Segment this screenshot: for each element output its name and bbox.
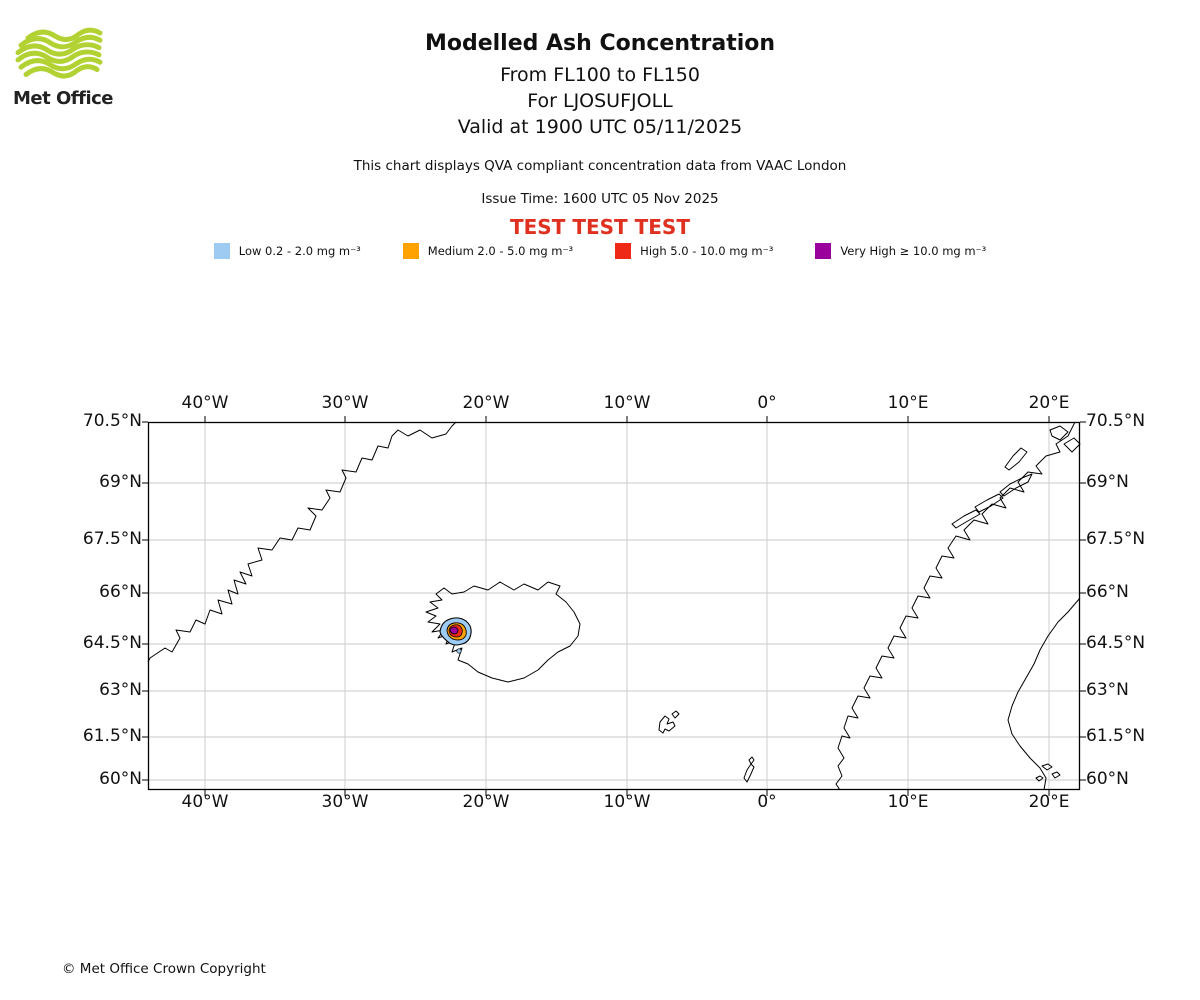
logo-wave: [25, 27, 103, 42]
ash-cloud: [439, 617, 472, 654]
y-tick-label-right: 69°N: [1086, 472, 1129, 492]
lofoten-islands: [951, 447, 1033, 529]
greenland-coastline: [147, 421, 457, 663]
subtitle-flight-levels: From FL100 to FL150: [500, 64, 700, 86]
legend-label-low: Low 0.2 - 2.0 mg m⁻³: [238, 244, 361, 258]
bottom-right-islands: [1035, 763, 1061, 782]
x-tick-label-bottom: 40°W: [181, 792, 229, 812]
legend-item-high: High 5.0 - 10.0 mg m⁻³: [615, 243, 773, 259]
y-tick-label-left: 61.5°N: [82, 726, 142, 746]
logo-wave: [18, 34, 103, 50]
logo-wave: [23, 64, 100, 79]
x-tick-label-top: 10°W: [603, 393, 651, 413]
shetland-islands: [743, 756, 755, 783]
x-tick-label-top: 20°W: [462, 393, 510, 413]
copyright-notice: © Met Office Crown Copyright: [62, 961, 266, 977]
legend-label-medium: Medium 2.0 - 5.0 mg m⁻³: [427, 244, 574, 258]
x-tick-label-top: 0°: [757, 393, 777, 413]
y-tick-label-right: 70.5°N: [1086, 411, 1146, 431]
legend-item-medium: Medium 2.0 - 5.0 mg m⁻³: [402, 243, 574, 259]
subtitle-valid-time: Valid at 1900 UTC 05/11/2025: [457, 116, 743, 138]
ash-speck-low: [456, 648, 462, 654]
map: [142, 416, 1086, 796]
logo-wave: [18, 56, 103, 72]
legend-item-low: Low 0.2 - 2.0 mg m⁻³: [213, 243, 361, 259]
y-tick-label-left: 69°N: [99, 472, 142, 492]
logo-text: Met Office: [13, 88, 114, 109]
logo-wave: [15, 49, 102, 64]
y-tick-label-left: 67.5°N: [82, 529, 142, 549]
logo-wave: [15, 42, 102, 57]
faroe-islands: [658, 710, 680, 734]
x-tick-label-top: 30°W: [321, 393, 369, 413]
met-office-logo-icon: [15, 27, 103, 79]
x-tick-label-top: 10°E: [887, 393, 929, 413]
legend-label-very-high: Very High ≥ 10.0 mg m⁻³: [840, 244, 987, 258]
x-tick-label-bottom: 20°E: [1028, 792, 1070, 812]
top-right-islands: [1049, 425, 1081, 453]
y-tick-label-right: 66°N: [1086, 582, 1129, 602]
x-tick-label-bottom: 0°: [757, 792, 777, 812]
subtitle-volcano: For LJOSUFJOLL: [527, 90, 673, 112]
y-tick-label-right: 61.5°N: [1086, 726, 1146, 746]
y-tick-label-right: 60°N: [1086, 769, 1129, 789]
map-frame: [147, 421, 1081, 791]
x-tick-label-bottom: 10°E: [887, 792, 929, 812]
x-tick-label-top: 20°E: [1028, 393, 1070, 413]
ash-contour-very-high: [449, 626, 459, 635]
legend: Low 0.2 - 2.0 mg m⁻³ Medium 2.0 - 5.0 mg…: [0, 243, 1200, 259]
page-title: Modelled Ash Concentration: [424, 31, 776, 56]
y-tick-label-right: 64.5°N: [1086, 633, 1146, 653]
y-tick-label-left: 63°N: [99, 680, 142, 700]
legend-label-high: High 5.0 - 10.0 mg m⁻³: [640, 244, 774, 258]
gridlines: [148, 422, 1080, 790]
axis-ticks: [142, 416, 1086, 796]
test-banner: TEST TEST TEST: [510, 215, 690, 239]
x-tick-label-bottom: 30°W: [321, 792, 369, 812]
y-tick-label-right: 63°N: [1086, 680, 1129, 700]
x-tick-label-bottom: 10°W: [603, 792, 651, 812]
x-tick-label-bottom: 20°W: [462, 792, 510, 812]
legend-swatch-low: [213, 243, 230, 259]
norway-coastline: [835, 421, 1076, 791]
bothnia-coastline: [1007, 597, 1081, 791]
legend-swatch-medium: [402, 243, 419, 259]
y-tick-label-left: 66°N: [99, 582, 142, 602]
y-tick-label-right: 67.5°N: [1086, 529, 1146, 549]
legend-item-very-high: Very High ≥ 10.0 mg m⁻³: [815, 243, 986, 259]
chart-description: This chart displays QVA compliant concen…: [353, 158, 847, 174]
y-tick-label-left: 64.5°N: [82, 633, 142, 653]
x-tick-label-top: 40°W: [181, 393, 229, 413]
y-tick-label-left: 70.5°N: [82, 411, 142, 431]
y-tick-label-left: 60°N: [99, 769, 142, 789]
issue-time: Issue Time: 1600 UTC 05 Nov 2025: [481, 191, 719, 207]
iceland-coastline: [425, 581, 581, 683]
legend-swatch-very-high: [815, 243, 832, 259]
legend-swatch-high: [615, 243, 632, 259]
